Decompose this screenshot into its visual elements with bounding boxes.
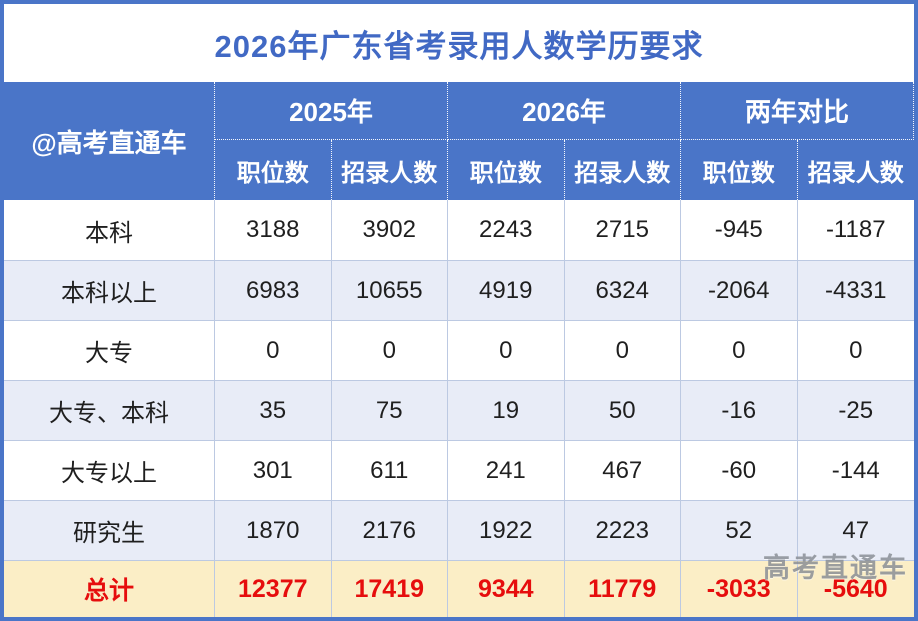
row-label: 大专以上 bbox=[4, 441, 215, 500]
data-cell: -945 bbox=[681, 200, 798, 260]
table-row-dazhuan: 大专 0 0 0 0 0 0 bbox=[4, 320, 914, 380]
data-cell: -16 bbox=[681, 381, 798, 440]
table-row-dazhuan-benke: 大专、本科 35 75 19 50 -16 -25 bbox=[4, 380, 914, 440]
total-cell: -5640 bbox=[823, 574, 888, 603]
row-label: 本科 bbox=[4, 200, 215, 260]
data-cell: -1187 bbox=[825, 216, 886, 243]
total-label: 总计 bbox=[4, 561, 215, 617]
col-header-positions-diff: 职位数 bbox=[681, 140, 798, 200]
data-cell: 47 bbox=[842, 516, 870, 544]
data-cell: -25 bbox=[838, 396, 874, 424]
data-cell: 19 bbox=[448, 381, 565, 440]
data-cell: 75 bbox=[332, 381, 448, 440]
data-cell: 35 bbox=[215, 381, 332, 440]
data-cell: 0 bbox=[215, 321, 332, 380]
data-cell: 0 bbox=[849, 336, 863, 364]
table-card: 2026年广东省考录用人数学历要求 @高考直通车 2025年 2026年 两年对… bbox=[4, 4, 914, 617]
data-cell: 50 bbox=[565, 381, 681, 440]
data-cell: 6983 bbox=[215, 261, 332, 320]
data-cell: 52 bbox=[681, 501, 798, 560]
group-header-2025: 2025年 bbox=[215, 82, 448, 140]
data-cell: 467 bbox=[565, 441, 681, 500]
table-row-benke-plus: 本科以上 6983 10655 4919 6324 -2064 -4331 bbox=[4, 260, 914, 320]
data-cell: 4919 bbox=[448, 261, 565, 320]
data-cell: 6324 bbox=[565, 261, 681, 320]
col-header-recruits-2026: 招录人数 bbox=[565, 140, 681, 200]
data-cell: -144 bbox=[831, 456, 880, 484]
data-cell: 2243 bbox=[448, 200, 565, 260]
data-cell: 10655 bbox=[332, 261, 448, 320]
data-cell: 0 bbox=[681, 321, 798, 380]
col-header-recruits-diff: 招录人数 bbox=[807, 159, 904, 187]
data-cell: 241 bbox=[448, 441, 565, 500]
row-label: 本科以上 bbox=[4, 261, 215, 320]
row-label: 大专 bbox=[4, 321, 215, 380]
col-header-positions-2025: 职位数 bbox=[215, 140, 332, 200]
data-cell: 3902 bbox=[332, 200, 448, 260]
title-bar: 2026年广东省考录用人数学历要求 bbox=[4, 4, 914, 82]
col-header-positions-2026: 职位数 bbox=[448, 140, 565, 200]
data-cell: 2715 bbox=[565, 200, 681, 260]
data-cell: 1922 bbox=[448, 501, 565, 560]
total-row: 总计 12377 17419 9344 11779 -3033 -5640 bbox=[4, 560, 914, 617]
data-cell: -4331 bbox=[825, 276, 887, 304]
total-cell: 9344 bbox=[448, 561, 565, 617]
group-header-compare: 两年对比 bbox=[681, 82, 914, 140]
brand-cell: @高考直通车 bbox=[4, 82, 215, 200]
row-label: 研究生 bbox=[4, 501, 215, 560]
data-cell: 2176 bbox=[332, 501, 448, 560]
data-cell: 0 bbox=[332, 321, 448, 380]
data-cell: 301 bbox=[215, 441, 332, 500]
data-cell: 2223 bbox=[565, 501, 681, 560]
col-header-recruits-2025: 招录人数 bbox=[332, 140, 448, 200]
row-label: 大专、本科 bbox=[4, 381, 215, 440]
table-row-yanjiusheng: 研究生 1870 2176 1922 2223 52 47 bbox=[4, 500, 914, 560]
data-cell: -60 bbox=[681, 441, 798, 500]
total-cell: 17419 bbox=[332, 561, 448, 617]
total-cell: 12377 bbox=[215, 561, 332, 617]
table-header: @高考直通车 2025年 2026年 两年对比 职位数 招录人数 职位数 招录人… bbox=[4, 82, 914, 200]
page-title: 2026年广东省考录用人数学历要求 bbox=[214, 28, 704, 64]
data-cell: 0 bbox=[448, 321, 565, 380]
data-cell: 3188 bbox=[215, 200, 332, 260]
table-row-benke: 本科 3188 3902 2243 2715 -945 -1187 bbox=[4, 200, 914, 260]
total-cell: 11779 bbox=[565, 561, 681, 617]
total-cell: -3033 bbox=[681, 561, 798, 617]
data-cell: -2064 bbox=[681, 261, 798, 320]
data-cell: 611 bbox=[332, 441, 448, 500]
data-cell: 0 bbox=[565, 321, 681, 380]
data-cell: 1870 bbox=[215, 501, 332, 560]
table-row-dazhuan-plus: 大专以上 301 611 241 467 -60 -144 bbox=[4, 440, 914, 500]
group-header-2026: 2026年 bbox=[448, 82, 681, 140]
